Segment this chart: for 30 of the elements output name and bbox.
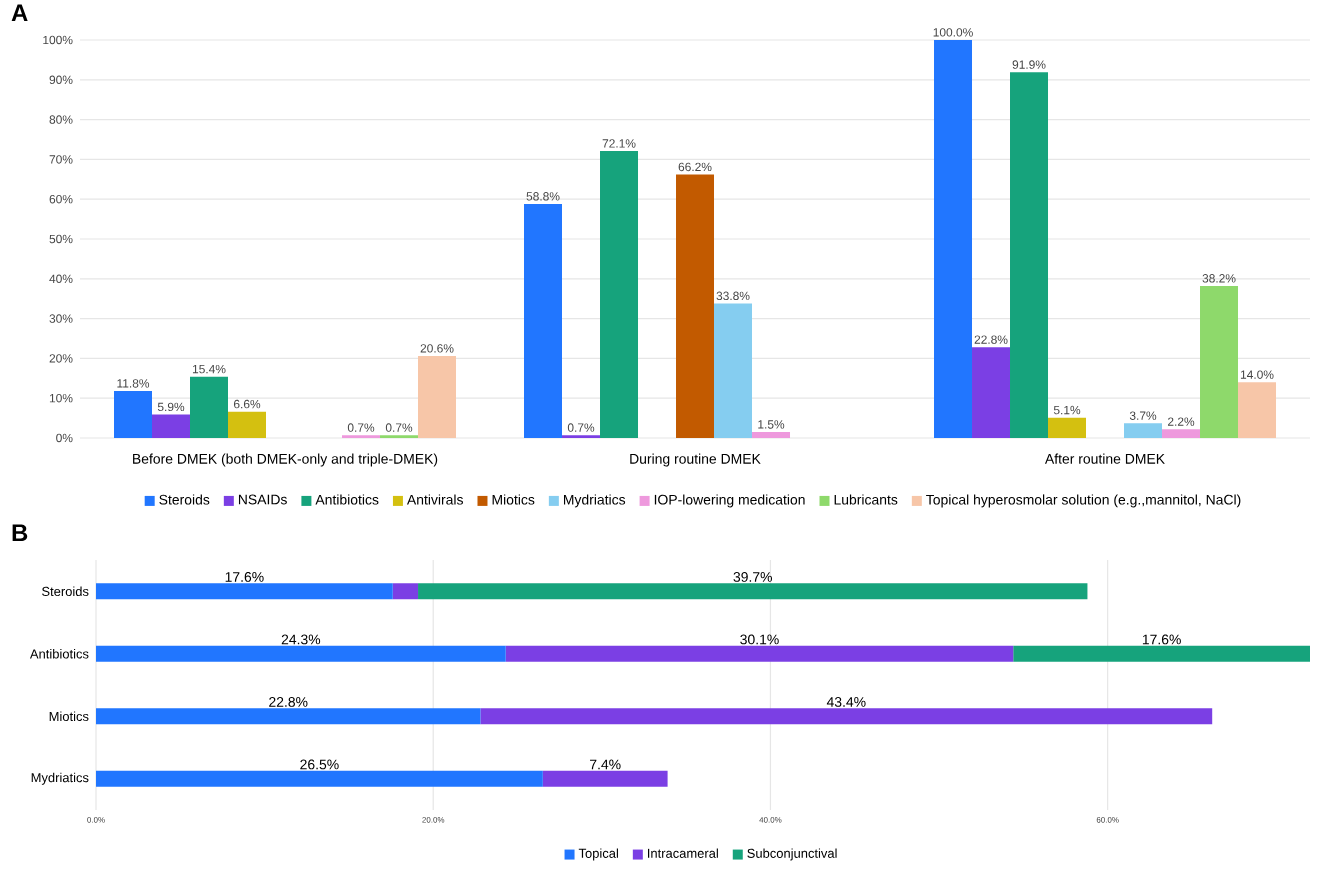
bar (676, 174, 715, 438)
bar (1162, 429, 1201, 438)
bar (418, 356, 456, 438)
bar (1238, 382, 1277, 438)
bar (972, 347, 1011, 438)
bar (505, 645, 1014, 662)
bar (1200, 285, 1239, 438)
bar (600, 151, 639, 438)
bar (392, 583, 419, 600)
bar (480, 708, 1213, 725)
bar (1013, 645, 1310, 662)
bar (228, 411, 266, 438)
bar (934, 39, 973, 438)
bar (96, 770, 543, 787)
bar (542, 770, 668, 787)
bar (114, 391, 152, 438)
bar (714, 303, 753, 438)
bar (524, 203, 562, 438)
bar (1010, 72, 1049, 438)
bar (190, 376, 228, 438)
bar (1124, 423, 1163, 438)
bar (96, 583, 393, 600)
bar (418, 583, 1088, 600)
bar (1048, 417, 1087, 438)
bar (752, 432, 791, 438)
bar (96, 645, 506, 662)
bar (152, 414, 190, 438)
bar (96, 708, 481, 725)
chart-title: A (11, 4, 28, 21)
chart-title: B (12, 524, 28, 542)
